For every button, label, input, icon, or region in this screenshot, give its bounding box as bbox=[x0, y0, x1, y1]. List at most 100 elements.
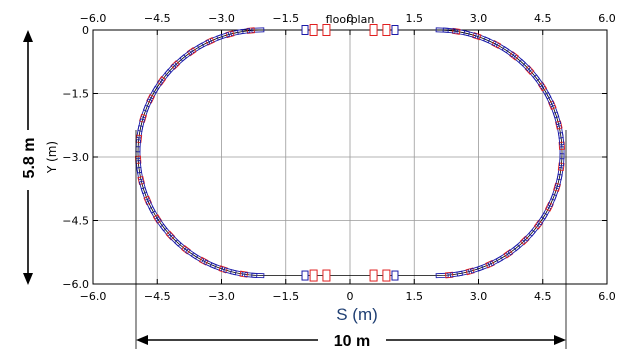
quadrupole-magnet-left bbox=[137, 175, 145, 185]
dipole-magnet-left bbox=[179, 49, 193, 62]
x-axis-label: S (m) bbox=[336, 305, 378, 324]
dipole-magnet-left bbox=[136, 166, 144, 181]
straight-magnet-bottom bbox=[391, 270, 399, 281]
dipole-magnet-right bbox=[456, 269, 470, 277]
quadrupole-magnet-right bbox=[519, 235, 530, 246]
x-tick-label: −3.0 bbox=[208, 290, 235, 303]
height-dimension: 5.8 m bbox=[12, 30, 44, 285]
dipole-magnet-right bbox=[469, 264, 484, 274]
dipole-magnet-right bbox=[523, 229, 536, 242]
quadrupole-magnet-left bbox=[186, 47, 197, 57]
dipole-magnet-right bbox=[513, 54, 526, 67]
quadrupole-magnet-left bbox=[198, 256, 209, 266]
straight-quadrupole-bottom bbox=[369, 269, 378, 282]
dipole-magnet-left bbox=[140, 186, 150, 201]
dipole-magnet-left bbox=[159, 223, 172, 237]
straight-quadrupole-top bbox=[322, 24, 331, 36]
dipole-magnet-left bbox=[145, 199, 156, 214]
straight-quadrupole-bottom bbox=[322, 269, 331, 282]
dipole-magnet-left bbox=[136, 125, 144, 139]
x-tick-label: −1.5 bbox=[272, 290, 299, 303]
dipole-magnet-left bbox=[140, 104, 150, 119]
quadrupole-magnet-left bbox=[139, 113, 147, 123]
dipole-magnet-left bbox=[244, 271, 258, 279]
quadrupole-magnet-right bbox=[465, 267, 475, 276]
dipole-magnet-right bbox=[435, 27, 449, 33]
dipole-magnet-left bbox=[251, 27, 265, 33]
quadrupole-magnet-right bbox=[544, 201, 554, 212]
quadrupole-magnet-left bbox=[152, 213, 163, 224]
dipole-magnet-right bbox=[476, 33, 491, 44]
grid bbox=[92, 29, 608, 285]
dipole-magnet-right bbox=[456, 28, 470, 37]
dipole-magnet-left bbox=[159, 68, 172, 82]
x-tick-label: 4.5 bbox=[534, 290, 552, 303]
dipole-magnet-right bbox=[558, 132, 565, 146]
dipole-magnet-left bbox=[148, 85, 160, 100]
dipole-magnet-right bbox=[540, 206, 552, 220]
straight-quadrupole-bottom bbox=[382, 269, 391, 282]
y-tick-label: −6.0 bbox=[62, 278, 89, 291]
dipole-magnet-right bbox=[550, 104, 560, 119]
quadrupole-magnet-left bbox=[146, 93, 156, 104]
dipole-magnet-right bbox=[554, 173, 563, 188]
quadrupole-magnet-right bbox=[558, 141, 565, 150]
x-tick-label-top: −6.0 bbox=[80, 12, 107, 25]
dipole-magnet-right bbox=[528, 223, 541, 237]
dipole-magnet-right bbox=[518, 58, 531, 72]
x-tick-label-top: −3.0 bbox=[208, 12, 235, 25]
x-tick-label-top: 3.0 bbox=[470, 12, 488, 25]
quadrupole-magnet-right bbox=[509, 51, 519, 61]
width-label: 10 m bbox=[334, 333, 370, 349]
quadrupole-magnet-right bbox=[537, 81, 548, 92]
dipole-magnet-left bbox=[174, 239, 187, 252]
dipole-magnet-right bbox=[476, 262, 491, 272]
straight-magnet-bottom bbox=[301, 270, 309, 281]
y-tick-label: 0 bbox=[82, 24, 89, 37]
dipole-magnet-right bbox=[495, 42, 510, 54]
y-axis-label: Y (m) bbox=[45, 141, 59, 174]
dipole-magnet-right bbox=[556, 125, 564, 139]
quadrupole-magnet-right bbox=[557, 162, 565, 171]
chart-title: floorplan bbox=[326, 13, 375, 26]
dipole-magnet-left bbox=[230, 269, 244, 277]
dipole-magnet-right bbox=[559, 146, 565, 160]
ring-lattice bbox=[135, 24, 565, 282]
width-dimension: 10 m bbox=[135, 130, 567, 349]
dipole-magnet-right bbox=[501, 46, 516, 58]
x-tick-label-top: 4.5 bbox=[534, 12, 552, 25]
dipole-magnet-right bbox=[463, 30, 477, 39]
dipole-magnet-right bbox=[536, 212, 549, 226]
quadrupole-magnet-left bbox=[205, 36, 215, 46]
quadrupole-magnet-left bbox=[170, 60, 181, 70]
dipole-magnet-left bbox=[148, 206, 160, 220]
dipole-magnet-left bbox=[203, 259, 217, 270]
quadrupole-magnet-left bbox=[239, 270, 249, 278]
quadrupole-magnet-left bbox=[225, 30, 235, 39]
dipole-magnet-left bbox=[137, 118, 146, 132]
dipole-magnet-left bbox=[251, 272, 265, 279]
quadrupole-magnet-right bbox=[553, 182, 561, 192]
y-tick-label: −4.5 bbox=[62, 215, 89, 228]
x-tick-label: 6.0 bbox=[598, 290, 616, 303]
x-tick-label-top: −1.5 bbox=[272, 12, 299, 25]
dipole-magnet-right bbox=[513, 239, 526, 252]
dipole-magnet-right bbox=[550, 186, 560, 201]
quadrupole-magnet-right bbox=[485, 259, 495, 269]
x-tick-label-top: 1.5 bbox=[406, 12, 424, 25]
dipole-magnet-right bbox=[544, 91, 555, 106]
dipole-magnet-right bbox=[528, 68, 541, 82]
quadrupole-magnet-left bbox=[156, 75, 167, 86]
quadrupole-magnet-right bbox=[524, 65, 535, 75]
straight-quadrupole-top bbox=[309, 24, 318, 36]
dipole-magnet-right bbox=[559, 153, 565, 167]
dipole-magnet-right bbox=[556, 166, 564, 181]
quadrupole-magnet-right bbox=[555, 120, 563, 130]
dipole-magnet-left bbox=[196, 39, 211, 50]
dipole-magnet-right bbox=[532, 74, 545, 88]
dipole-magnet-left bbox=[184, 248, 199, 260]
quadrupole-magnet-right bbox=[451, 27, 461, 35]
quadrupole-magnet-right bbox=[533, 219, 544, 230]
x-tick-label: −6.0 bbox=[80, 290, 107, 303]
